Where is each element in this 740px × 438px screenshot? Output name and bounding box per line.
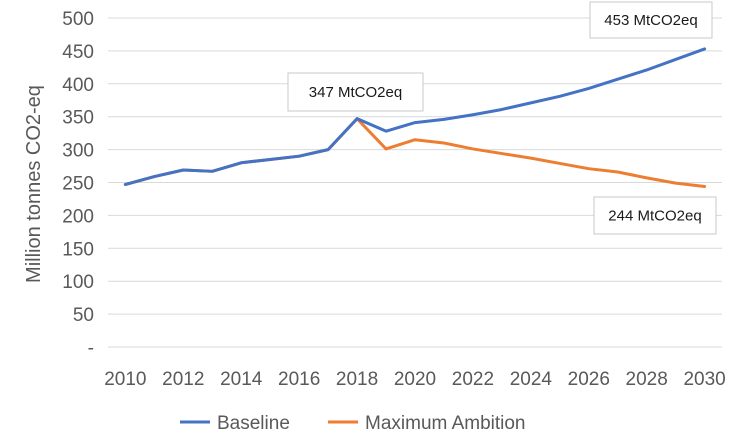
y-axis-label: Million tonnes CO2-eq (23, 85, 45, 283)
x-tick-label: 2028 (626, 369, 668, 390)
annotation-box (589, 1, 713, 39)
legend-item: Baseline (180, 413, 290, 434)
x-tick-label: 2020 (394, 369, 436, 390)
y-tick-label: 150 (62, 239, 94, 260)
annotation-label: 347 MtCO2eq (309, 84, 402, 101)
legend: Baseline Maximum Ambition (180, 413, 526, 434)
x-tick-label: 2024 (510, 369, 553, 390)
y-tick-label: 300 (62, 141, 94, 162)
x-tick-label: 2016 (278, 369, 320, 390)
series-line-baseline (123, 47, 707, 186)
gridlines (108, 17, 722, 348)
y-axis-ticks: - 50 100 150 200 250 300 350 400 450 500 (62, 9, 94, 359)
annotation-label: 244 MtCO2eq (608, 208, 701, 225)
annotation-callout: 453 MtCO2eq (589, 1, 713, 39)
annotation-box (287, 72, 424, 112)
x-axis-ticks: 2010 2012 2014 2016 2018 2020 2022 2024 2026 2028… (104, 369, 726, 390)
y-tick-label: 200 (62, 206, 94, 227)
x-tick-label: 2030 (683, 369, 725, 390)
x-tick-label: 2022 (452, 369, 494, 390)
y-tick-label: 100 (62, 272, 94, 293)
x-tick-label: 2014 (220, 369, 263, 390)
series-line-maximum-ambition (123, 117, 707, 188)
y-tick-label: 450 (62, 42, 94, 63)
y-tick-label: - (88, 338, 94, 359)
legend-label: Maximum Ambition (365, 413, 526, 434)
y-tick-label: 250 (62, 174, 94, 195)
annotations: 453 MtCO2eq 347 MtCO2eq 244 MtCO2eq (287, 1, 717, 235)
series-lines (123, 47, 707, 188)
y-tick-label: 50 (73, 305, 94, 326)
annotation-label: 453 MtCO2eq (604, 12, 697, 29)
x-tick-label: 2026 (568, 369, 610, 390)
x-tick-label: 2012 (162, 369, 204, 390)
legend-item: Maximum Ambition (328, 413, 526, 434)
x-tick-label: 2010 (104, 369, 146, 390)
x-tick-label: 2018 (336, 369, 378, 390)
annotation-callout: 347 MtCO2eq (287, 72, 424, 112)
annotation-box (593, 196, 717, 235)
y-tick-label: 500 (62, 9, 94, 30)
y-tick-label: 400 (62, 75, 94, 96)
y-tick-label: 350 (62, 108, 94, 129)
legend-label: Baseline (217, 413, 290, 434)
annotation-callout: 244 MtCO2eq (593, 196, 717, 235)
